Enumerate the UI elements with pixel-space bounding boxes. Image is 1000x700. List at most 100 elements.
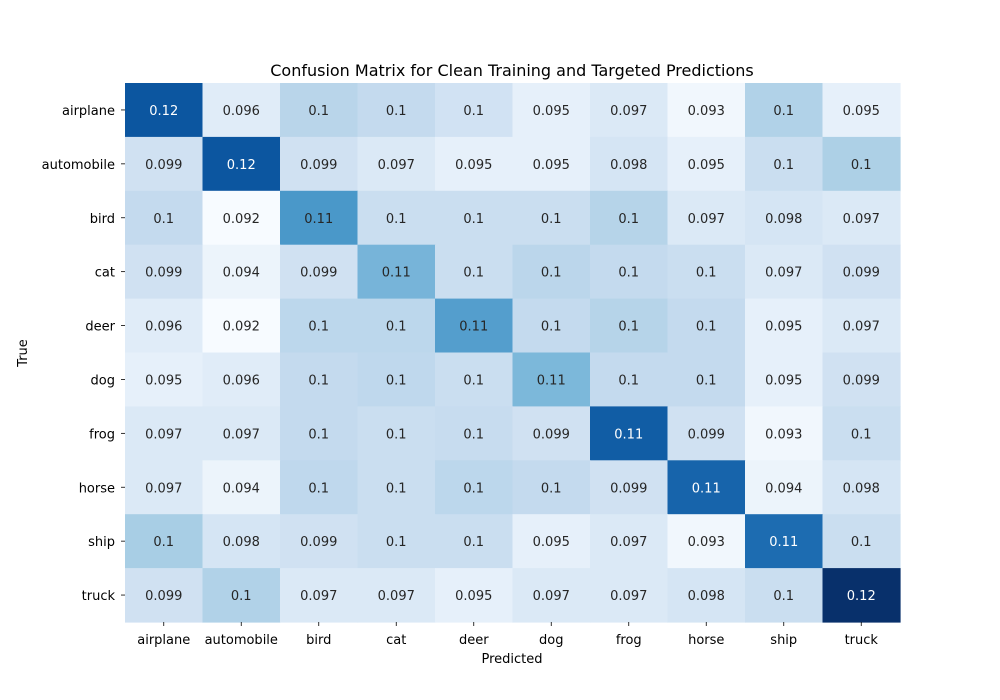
cell-value-label: 0.099 [843,266,880,281]
cell-value-label: 0.097 [765,266,802,281]
heatmap-cell-cat-truck [822,244,901,300]
y-tick-label: automobile [42,158,115,173]
cell-value-label: 0.097 [223,427,260,442]
heatmap-cell-frog-truck [822,406,901,461]
heatmap-cell-truck-deer [435,568,514,623]
cell-value-label: 0.097 [533,589,570,604]
x-tick-label: cat [386,633,406,648]
cell-value-label: 0.095 [455,589,492,604]
cell-value-label: 0.099 [610,481,647,496]
heatmap-cell-automobile-bird [280,136,359,192]
cell-value-label: 0.1 [386,373,407,388]
heatmap-cell-ship-airplane [125,514,204,569]
cell-value-label: 0.097 [378,589,415,604]
cell-value-label: 0.1 [463,427,484,442]
heatmap-cell-bird-dog [512,190,591,246]
y-tick-label: cat [95,266,115,281]
heatmap-cell-deer-airplane [125,298,204,354]
heatmap-cell-ship-automobile [202,514,281,569]
heatmap-cell-airplane-truck [822,83,901,138]
heatmap-cell-automobile-automobile [202,136,281,192]
cell-value-label: 0.1 [696,373,717,388]
y-tick-label: airplane [62,104,115,119]
heatmap-cell-automobile-dog [512,136,591,192]
heatmap-cell-truck-horse [667,568,746,623]
heatmap-cell-airplane-airplane [125,83,204,138]
cell-value-label: 0.1 [463,266,484,281]
cell-value-label: 0.093 [688,535,725,550]
cell-value-label: 0.1 [463,373,484,388]
cell-value-label: 0.11 [459,320,488,335]
heatmap-cell-ship-ship [745,514,824,569]
heatmap-cell-ship-dog [512,514,591,569]
cell-value-label: 0.097 [300,589,337,604]
cell-value-label: 0.1 [463,104,484,119]
cell-value-label: 0.1 [773,589,794,604]
cell-value-label: 0.099 [145,589,182,604]
heatmap-cell-frog-deer [435,406,514,461]
heatmap-cell-airplane-deer [435,83,514,138]
cell-value-label: 0.1 [308,104,329,119]
heatmap-cell-frog-horse [667,406,746,461]
x-axis-ticks: airplane automobile bird cat deer dog frog hors… [137,622,878,648]
heatmap-cell-automobile-cat [357,136,436,192]
cell-value-label: 0.099 [843,373,880,388]
heatmap-cell-deer-dog [512,298,591,354]
heatmap-cell-automobile-horse [667,136,746,192]
cell-value-label: 0.1 [618,266,639,281]
heatmap-cell-bird-horse [667,190,746,246]
y-tick-label: horse [79,481,115,496]
heatmap-cell-dog-cat [357,352,436,407]
heatmap-cell-horse-frog [590,460,669,515]
heatmap-cell-frog-ship [745,406,824,461]
cell-value-label: 0.096 [223,373,260,388]
cell-value-label: 0.1 [386,212,407,227]
heatmap-cell-deer-deer [435,298,514,354]
cell-value-label: 0.1 [308,373,329,388]
cell-value-label: 0.098 [223,535,260,550]
heatmap-cells [125,83,901,623]
heatmap-cell-frog-dog [512,406,591,461]
y-tick-label: dog [91,373,115,388]
heatmap-cell-bird-bird [280,190,359,246]
cell-value-label: 0.1 [851,427,872,442]
cell-value-label: 0.095 [145,373,182,388]
heatmap-cell-labels: 0.12 0.096 0.1 0.1 0.1 0.095 0.097 0.093 0.1 0.09… [145,104,880,604]
cell-value-label: 0.098 [765,212,802,227]
heatmap-cell-cat-airplane [125,244,204,300]
heatmap-cell-truck-bird [280,568,359,623]
cell-value-label: 0.11 [769,535,798,550]
heatmap-cell-dog-bird [280,352,359,407]
heatmap-cell-horse-bird [280,460,359,515]
cell-value-label: 0.097 [610,589,647,604]
heatmap-cell-frog-cat [357,406,436,461]
x-tick-label: deer [459,633,489,648]
heatmap-cell-dog-automobile [202,352,281,407]
cell-value-label: 0.097 [610,104,647,119]
cell-value-label: 0.1 [463,212,484,227]
cell-value-label: 0.094 [223,266,260,281]
cell-value-label: 0.094 [765,481,802,496]
heatmap-cell-cat-cat [357,244,436,300]
heatmap-cell-horse-cat [357,460,436,515]
cell-value-label: 0.095 [533,104,570,119]
cell-value-label: 0.1 [153,535,174,550]
cell-value-label: 0.1 [386,427,407,442]
heatmap-cell-cat-ship [745,244,824,300]
cell-value-label: 0.1 [851,535,872,550]
heatmap-cell-ship-cat [357,514,436,569]
cell-value-label: 0.098 [843,481,880,496]
cell-value-label: 0.097 [145,427,182,442]
heatmap-cell-frog-airplane [125,406,204,461]
cell-value-label: 0.1 [308,481,329,496]
cell-value-label: 0.097 [610,535,647,550]
x-tick-label: horse [688,633,724,648]
y-tick-label: bird [90,212,115,227]
y-axis-label: True [16,339,31,368]
heatmap-cell-frog-bird [280,406,359,461]
heatmap-cell-ship-horse [667,514,746,569]
heatmap-cell-bird-cat [357,190,436,246]
cell-value-label: 0.099 [145,158,182,173]
cell-value-label: 0.11 [382,266,411,281]
heatmap-cell-bird-deer [435,190,514,246]
